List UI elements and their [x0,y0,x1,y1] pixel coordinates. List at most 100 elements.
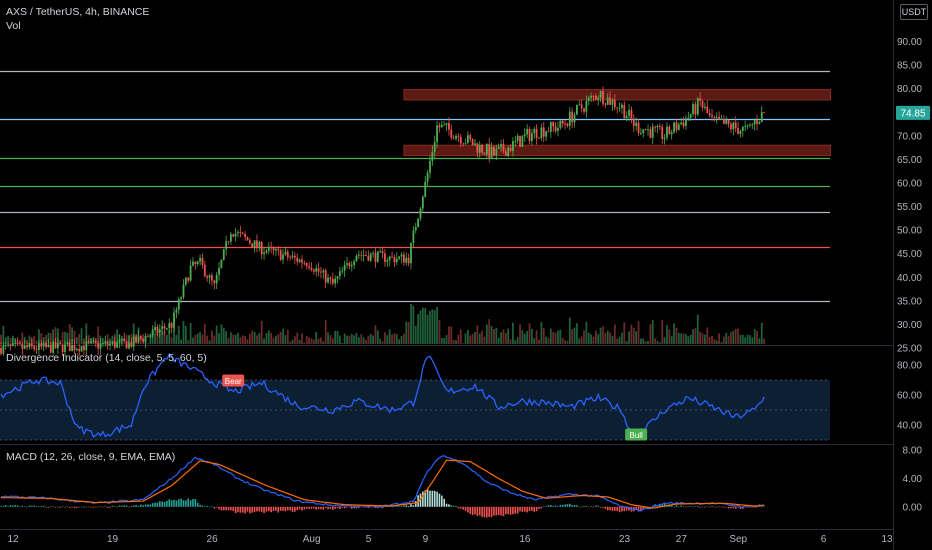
macd-histogram-bar [559,504,562,507]
macd-histogram-bar [663,503,666,507]
candle-body [78,349,81,352]
volume-bar [703,334,706,344]
volume-bar [227,337,230,344]
volume-bar [474,331,476,344]
volume-bar [488,319,491,344]
candle-body [52,342,55,353]
volume-bar [251,330,254,344]
candle-body [445,123,448,125]
volume-bar [78,333,81,344]
volume-bar [642,338,645,344]
volume-bar [557,330,559,344]
volume-bar [597,334,600,344]
candle-body [516,135,519,142]
volume-bar [52,329,55,344]
volume-bar [180,339,183,344]
candle-body [651,126,654,138]
macd-histogram-bar [587,506,590,508]
volume-bar [279,331,282,344]
candle-body [130,342,133,347]
candle-body [602,91,604,104]
volume-bar [433,310,436,344]
candle-body [4,345,7,346]
time-tick-label: 6 [821,534,827,545]
volume-bar [677,332,680,344]
volume-bar [699,331,702,344]
volume-bar [154,334,156,344]
volume-bar [64,331,66,344]
volume-bar [419,310,422,344]
macd-histogram-bar [433,490,436,507]
macd-histogram-bar [33,505,35,507]
volume-bar [758,338,761,344]
volume-bar [727,336,730,344]
macd-histogram-bar [611,506,614,512]
volume-bar [106,334,109,344]
divergence-indicator-label[interactable]: Divergence Indicator (14, close, 5, 5, 6… [6,352,207,364]
macd-indicator-label[interactable]: MACD (12, 26, close, 9, EMA, EMA) [6,451,176,463]
volume-bar [519,324,521,344]
macd-histogram-bar [545,506,547,507]
volume-bar [547,338,550,344]
candle-body [587,97,590,101]
candle-body [75,349,78,351]
volume-bar [632,327,635,344]
volume-bar [540,322,543,344]
candle-body [272,248,275,251]
macd-histogram-bar [268,506,270,512]
divergence-signal-label: Bull [629,431,643,440]
volume-bar [618,336,621,344]
candle-body [350,264,353,267]
macd-histogram-bar [26,506,28,508]
volume-bar [621,332,623,344]
volume-label[interactable]: Vol [6,20,21,32]
candle-body [296,257,299,262]
currency-badge[interactable]: USDT [900,4,928,20]
candle-body [675,122,678,130]
volume-bar [241,335,244,344]
candle-body [355,255,358,262]
candle-body [706,106,709,114]
candle-body [109,343,111,346]
volume-bar [564,340,566,344]
candle-body [457,135,460,137]
candle-body [277,249,280,251]
macd-histogram-bar [749,506,751,508]
candle-body [763,112,766,113]
candle-body [571,111,574,123]
time-tick-label: 23 [619,534,631,545]
candle-body [135,336,137,343]
macd-histogram-bar [459,506,462,509]
macd-histogram-bar [365,506,367,508]
volume-bar [2,325,5,344]
volume-bar [462,343,465,344]
macd-histogram-bar [59,506,62,508]
volume-bar [673,323,675,344]
candle-body [113,341,116,348]
macd-histogram-bar [130,505,133,507]
candle-body [530,133,533,142]
candle-body [353,261,356,265]
price-tick-label: 70.00 [897,131,922,142]
volume-bar [554,332,557,344]
candle-body [760,112,763,123]
symbol-title[interactable]: AXS / TetherUS, 4h, BINANCE [6,6,150,18]
volume-bar [756,330,758,344]
candle-body [348,263,351,267]
volume-bar [445,335,448,344]
candle-body [248,240,251,244]
volume-bar [668,329,671,344]
macd-histogram-bar [552,505,555,507]
candle-body [403,254,405,263]
macd-histogram-bar [505,506,507,515]
macd-histogram-bar [142,505,144,507]
candle-body [448,123,450,130]
candle-body [173,312,175,328]
candle-body [7,344,10,346]
macd-histogram-bar [369,506,372,508]
macd-histogram-bar [678,506,680,508]
volume-bar [125,334,128,344]
candle-body [708,113,711,116]
